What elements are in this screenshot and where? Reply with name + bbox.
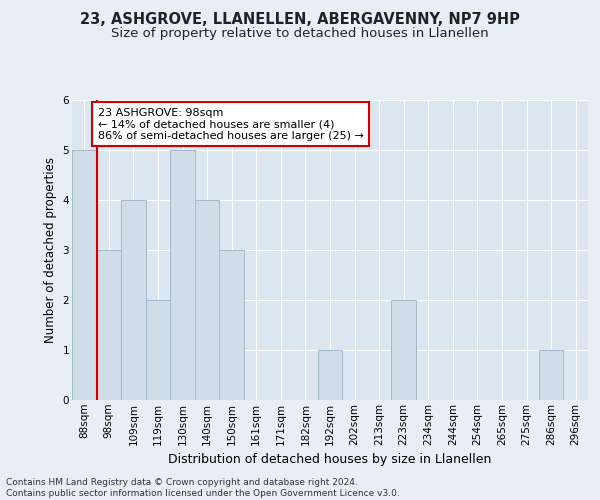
Text: Contains HM Land Registry data © Crown copyright and database right 2024.
Contai: Contains HM Land Registry data © Crown c… [6,478,400,498]
Bar [318,350,342,400]
Y-axis label: Number of detached properties: Number of detached properties [44,157,57,343]
Bar [539,350,563,400]
Bar [220,250,244,400]
Text: 23 ASHGROVE: 98sqm
← 14% of detached houses are smaller (4)
86% of semi-detached: 23 ASHGROVE: 98sqm ← 14% of detached hou… [98,108,364,140]
Bar [72,150,97,400]
Bar [97,250,121,400]
Bar [391,300,416,400]
Text: Size of property relative to detached houses in Llanellen: Size of property relative to detached ho… [111,28,489,40]
Bar [121,200,146,400]
Bar [195,200,220,400]
Bar [170,150,195,400]
Bar [146,300,170,400]
X-axis label: Distribution of detached houses by size in Llanellen: Distribution of detached houses by size … [169,453,491,466]
Text: 23, ASHGROVE, LLANELLEN, ABERGAVENNY, NP7 9HP: 23, ASHGROVE, LLANELLEN, ABERGAVENNY, NP… [80,12,520,28]
